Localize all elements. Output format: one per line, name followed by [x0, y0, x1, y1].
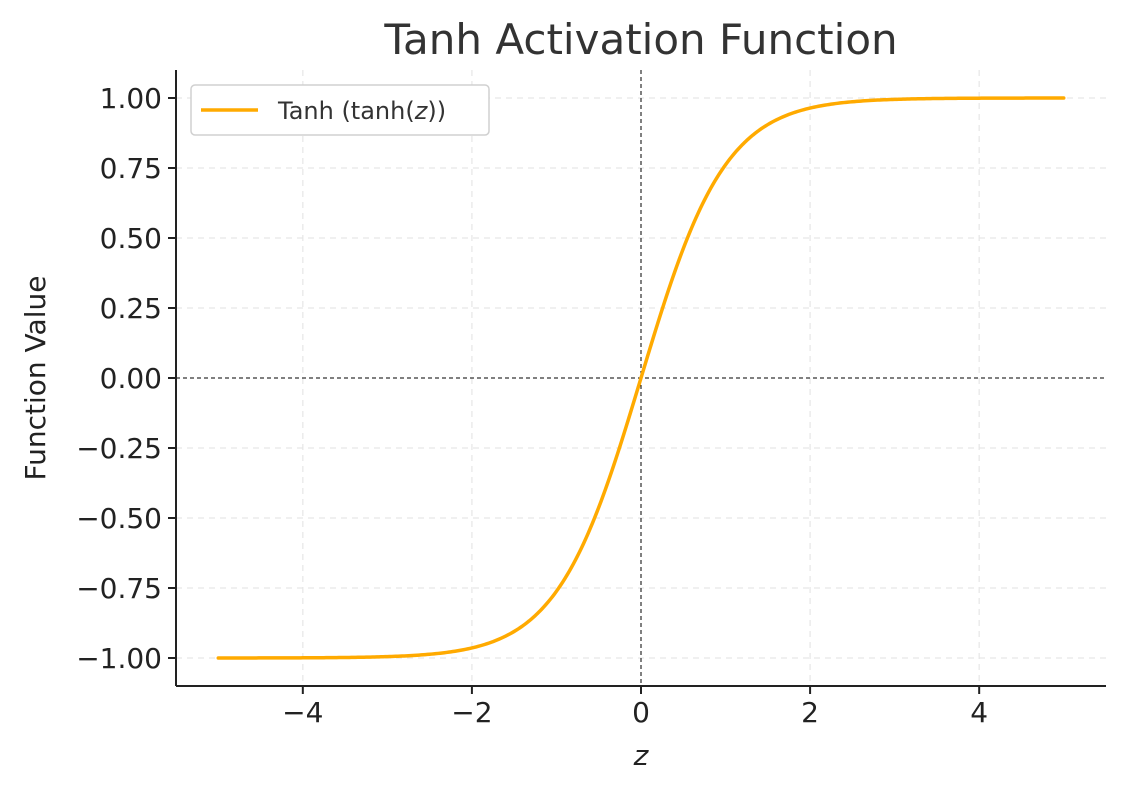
x-tick-label: −2 [451, 696, 492, 729]
y-ticks: 1.00 0.75 0.50 0.25 0.00 −0.25 −0.50 −0.75 −1.00 [76, 82, 176, 675]
legend: Tanh (tanh(z)) [190, 84, 490, 136]
y-tick-label: −0.25 [76, 432, 162, 465]
legend-label-suffix: )) [427, 97, 446, 125]
x-axis-label: z [633, 739, 650, 772]
x-tick-label: −4 [282, 696, 323, 729]
series-group [216, 96, 1066, 660]
x-ticks: −4 −2 0 2 4 [282, 686, 988, 729]
y-axis-label: Function Value [19, 276, 52, 481]
y-tick-label: −0.50 [76, 502, 162, 535]
y-tick-label: −1.00 [76, 642, 162, 675]
series-line-tanh [216, 96, 1066, 660]
y-tick-label: 1.00 [100, 82, 162, 115]
legend-label-prefix: Tanh (tanh( [277, 97, 415, 125]
y-tick-label: −0.75 [76, 572, 162, 605]
y-tick-label: 0.75 [100, 152, 162, 185]
legend-label: Tanh (tanh(z)) [277, 97, 446, 125]
x-tick-label: 0 [632, 696, 650, 729]
legend-label-variable: z [414, 97, 429, 125]
x-tick-label: 2 [801, 696, 819, 729]
y-tick-label: 0.50 [100, 222, 162, 255]
y-tick-label: 0.00 [100, 362, 162, 395]
x-tick-label: 4 [970, 696, 988, 729]
y-tick-label: 0.25 [100, 292, 162, 325]
legend-box [190, 84, 490, 136]
chart-title: Tanh Activation Function [383, 15, 897, 64]
